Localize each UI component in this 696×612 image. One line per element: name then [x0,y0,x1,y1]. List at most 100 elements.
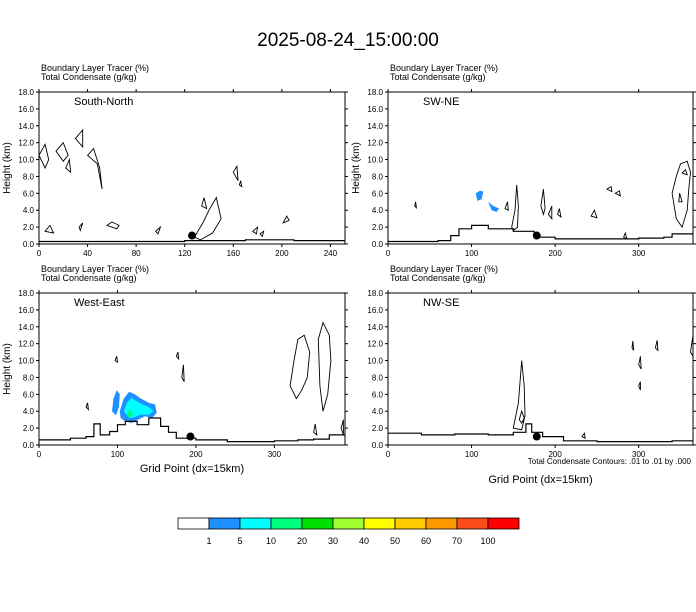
tracer-fill [488,201,500,212]
colorbar-tick-label: 20 [297,536,307,546]
y-tick-label: 0.0 [23,240,35,249]
plot-area [39,128,345,243]
condensate-contour [614,190,621,197]
y-tick-label: 18.0 [18,88,34,97]
y-tick-label: 4.0 [23,407,35,416]
figure-title: 2025-08-24_15:00:00 [257,30,439,51]
colorbar-swatch [487,517,520,530]
colorbar-swatch [301,517,334,530]
condensate-contour [39,143,50,170]
x-tick-label: 300 [268,450,282,459]
colorbar-swatch [177,517,210,530]
panel-header-line1: Boundary Layer Tracer (%) [41,63,149,73]
condensate-contour [678,193,683,203]
colorbar-swatch [394,517,427,530]
condensate-contour [201,197,208,210]
colorbar-swatch [332,517,365,530]
y-tick-label: 8.0 [23,373,35,382]
terrain-line [39,417,345,443]
panel-header-line1: Boundary Layer Tracer (%) [41,264,149,274]
x-tick-label: 300 [632,249,646,258]
colorbar: 1 5 10 20 30 40 50 60 70 100 [177,517,520,546]
x-tick-label: 200 [189,450,203,459]
y-tick-label: 2.0 [372,223,384,232]
y-tick-label: 16.0 [367,306,383,315]
colorbar-swatch [208,517,241,530]
condensate-contour [85,402,90,411]
panel-header-line2: Total Condensate (g/kg) [390,72,486,82]
panel-west-east: Boundary Layer Tracer (%)Total Condensat… [2,264,348,475]
condensate-contour [154,225,162,235]
condensate-contour [44,224,55,234]
colorbar-swatch [239,517,272,530]
panel-header-line1: Boundary Layer Tracer (%) [390,264,498,274]
y-tick-label: 4.0 [23,206,35,215]
y-tick-label: 10.0 [18,156,34,165]
condensate-contour [114,356,119,364]
colorbar-tick-label: 30 [328,536,338,546]
condensate-contour [414,201,418,209]
location-marker [186,432,195,441]
y-tick-label: 16.0 [18,105,34,114]
panel-label: SW-NE [423,96,459,108]
y-tick-label: 6.0 [372,189,384,198]
condensate-contour [106,221,120,230]
condensate-contour [193,196,222,241]
condensate-contour [581,432,586,439]
y-tick-label: 18.0 [367,289,383,298]
x-tick-label: 240 [324,249,338,258]
x-tick-label: 0 [386,450,391,459]
terrain-line [388,423,693,443]
contour-footnote: Total Condensate Contours: .01 to .01 by… [527,457,691,466]
y-tick-label: 8.0 [23,172,35,181]
panel-header-line1: Boundary Layer Tracer (%) [390,63,498,73]
y-axis-label: Height (km) [2,142,13,194]
y-tick-label: 0.0 [372,240,384,249]
condensate-contour [175,351,180,361]
condensate-contour [654,340,659,352]
y-tick-label: 2.0 [372,424,384,433]
y-axis-label: Height (km) [2,343,13,395]
condensate-contour [340,419,344,436]
condensate-contour [547,205,553,220]
tracer-fill [475,190,484,201]
condensate-contour [259,230,265,238]
x-tick-label: 120 [178,249,192,258]
condensate-contour [504,201,509,211]
panel-nw-se: Boundary Layer Tracer (%) Total Condensat… [367,264,696,486]
condensate-contour [232,164,239,181]
y-tick-label: 18.0 [18,289,34,298]
x-tick-label: 0 [37,249,42,258]
colorbar-tick-label: 50 [390,536,400,546]
terrain-line [39,239,345,243]
panel-header-line2: Total Condensate (g/kg) [41,273,137,283]
condensate-contour [605,185,613,193]
location-marker [532,432,541,441]
condensate-contour [238,180,243,188]
condensate-contour [671,160,691,229]
y-tick-label: 2.0 [23,223,35,232]
y-tick-label: 0.0 [23,441,35,450]
panel-label: South-North [74,96,133,108]
panel-header-line2: Total Condensate (g/kg) [41,72,137,82]
plot-frame [387,292,694,446]
condensate-contour [681,168,688,176]
x-tick-label: 80 [132,249,141,258]
condensate-contour [78,222,84,232]
condensate-contour [65,157,72,174]
plot-frame [387,91,694,245]
condensate-contour [181,364,185,382]
y-tick-label: 2.0 [23,424,35,433]
condensate-contour [518,409,525,424]
condensate-contour [512,360,526,431]
x-tick-label: 200 [548,450,562,459]
colorbar-tick-label: 100 [480,536,495,546]
terrain-line [388,224,693,243]
y-tick-label: 12.0 [367,139,383,148]
y-tick-label: 6.0 [372,390,384,399]
x-tick-label: 300 [632,450,646,459]
tracer-fill [126,408,134,418]
condensate-contour [317,321,332,412]
